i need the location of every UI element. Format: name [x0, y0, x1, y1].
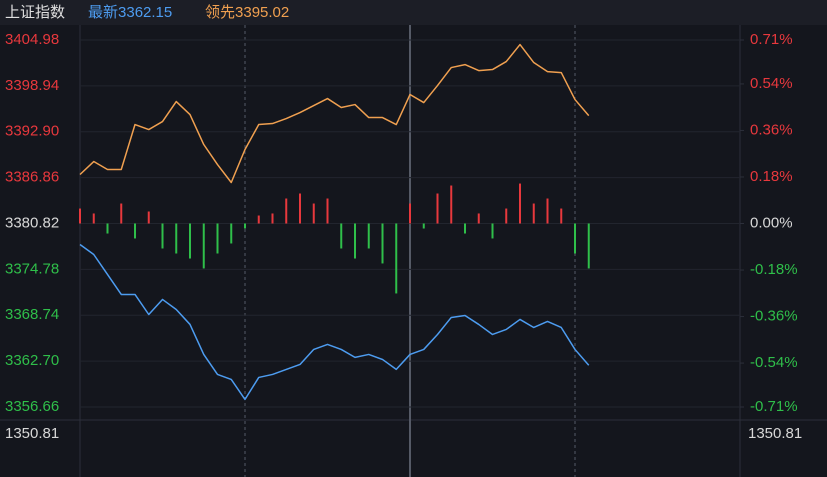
y2-tick-label: -0.18%	[750, 261, 798, 278]
price-line	[79, 43, 590, 184]
diff-bar	[395, 223, 398, 294]
diff-bar	[505, 208, 508, 224]
diff-bar	[134, 223, 136, 239]
diff-bar	[450, 185, 453, 224]
legend-name: 最新	[88, 4, 118, 21]
diff-bar	[381, 223, 384, 264]
diff-bar	[491, 223, 494, 239]
diff-bar	[340, 223, 343, 249]
legend-value: 3395.02	[235, 4, 289, 21]
y2-tick-label: 0.71%	[750, 31, 793, 48]
diff-bar	[477, 213, 480, 224]
diff-bar	[244, 223, 246, 229]
diff-bar	[560, 208, 563, 224]
diff-bar	[175, 223, 178, 254]
diff-bar	[532, 203, 535, 224]
y-tick-label: 3380.82	[5, 214, 59, 231]
legend-name: 领先	[205, 4, 235, 21]
y2-tick-label: -0.54%	[750, 354, 798, 371]
volume-tick-label: 1350.81	[748, 425, 802, 442]
diff-bar	[367, 223, 370, 249]
diff-bar	[409, 203, 411, 224]
diff-bar	[79, 208, 81, 224]
price-line	[79, 243, 590, 401]
y2-tick-label: 0.36%	[750, 121, 793, 138]
y-tick-label: 3386.86	[5, 169, 59, 186]
chart-title: 上证指数	[5, 4, 65, 21]
y-tick-label: 3404.98	[5, 31, 59, 48]
diff-bar	[257, 215, 260, 224]
diff-bar	[285, 198, 288, 224]
legend-lead: 领先3395.02	[205, 4, 289, 21]
legend-value: 3362.15	[118, 4, 172, 21]
diff-bar	[120, 203, 123, 224]
diff-bar	[161, 223, 164, 249]
y-tick-label: 3356.66	[5, 398, 59, 415]
diff-bar	[202, 223, 205, 269]
diff-bar	[299, 193, 301, 224]
y2-tick-label: -0.71%	[750, 398, 798, 415]
diff-bar	[354, 223, 356, 259]
y-tick-label: 3362.70	[5, 352, 59, 369]
diff-bar	[326, 198, 329, 224]
diff-bar	[546, 198, 549, 224]
header-bar	[0, 0, 827, 25]
diff-bar	[271, 213, 274, 224]
volume-tick-label: 1350.81	[5, 425, 59, 442]
y-tick-label: 3368.74	[5, 306, 59, 323]
diff-bar	[574, 223, 576, 254]
legend-latest: 最新3362.15	[88, 4, 172, 21]
y2-tick-label: 0.18%	[750, 168, 793, 185]
y-tick-label: 3392.90	[5, 123, 59, 140]
diff-bar	[436, 193, 439, 224]
diff-bar	[147, 211, 150, 224]
diff-bar	[422, 223, 425, 229]
frame	[0, 25, 827, 477]
diff-bar	[189, 223, 191, 259]
y-tick-label: 3374.78	[5, 260, 59, 277]
diff-bar	[587, 223, 590, 269]
diff-bar	[464, 223, 466, 234]
diff-bar	[106, 223, 109, 234]
y2-tick-label: -0.36%	[750, 308, 798, 325]
diff-bar	[216, 223, 219, 254]
y2-tick-label: 0.54%	[750, 75, 793, 92]
diff-bar	[92, 213, 95, 224]
diff-bar	[230, 223, 233, 244]
y-tick-label: 3398.94	[5, 77, 59, 94]
diff-bar	[312, 203, 315, 224]
diff-bar	[519, 183, 521, 224]
y2-tick-label: 0.00%	[750, 214, 793, 231]
